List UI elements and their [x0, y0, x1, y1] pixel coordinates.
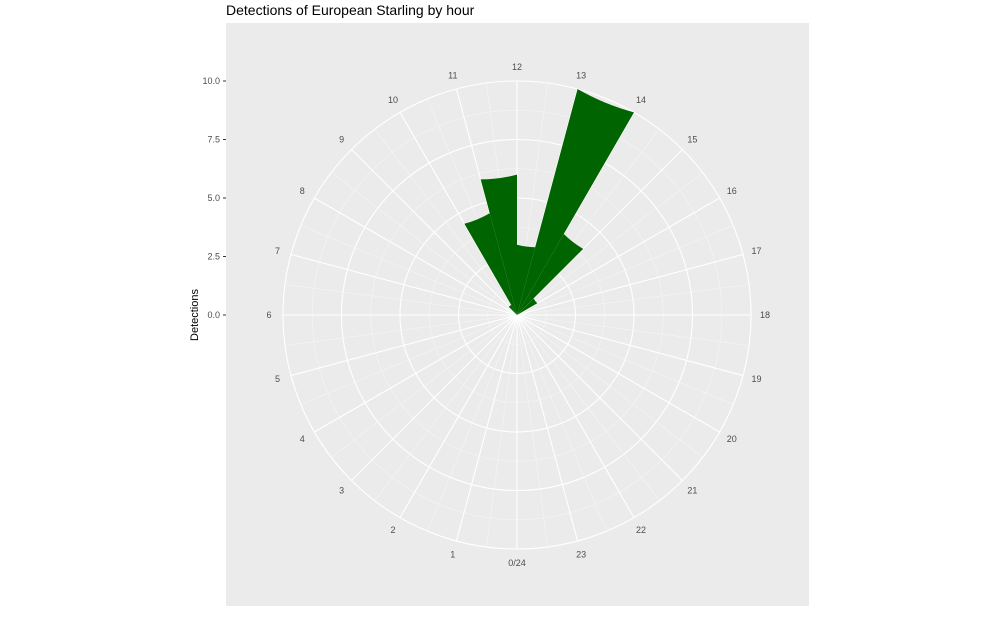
- major-grid-spoke: [516, 197, 720, 316]
- hour-label: 20: [727, 434, 737, 444]
- minor-grid-spoke: [300, 314, 518, 405]
- y-tick-label: 2.5: [207, 252, 220, 262]
- bar-hour-14: [517, 233, 584, 315]
- bar-hour-11: [480, 174, 517, 315]
- hour-label: 13: [576, 70, 586, 80]
- minor-grid-spoke: [516, 314, 660, 501]
- hour-label: 12: [512, 62, 522, 72]
- bar-hour-15: [517, 298, 538, 315]
- major-grid-spoke: [516, 314, 720, 433]
- hour-label: 19: [752, 374, 762, 384]
- y-tick-label: 0.0: [207, 310, 220, 320]
- bar-hour-12: [517, 244, 536, 315]
- hour-label: 5: [275, 374, 280, 384]
- y-tick-label: 7.5: [207, 135, 220, 145]
- hour-label: 21: [687, 485, 697, 495]
- minor-grid-spoke: [374, 129, 518, 316]
- minor-grid-spoke: [331, 172, 518, 316]
- hour-label: 11: [448, 70, 457, 80]
- chart-title: Detections of European Starling by hour: [226, 2, 475, 18]
- hour-label: 7: [275, 246, 280, 256]
- minor-grid-spoke: [516, 314, 734, 405]
- minor-grid-spoke: [516, 172, 703, 316]
- hour-label: 3: [339, 485, 344, 495]
- hour-label: 14: [636, 95, 646, 105]
- bar-layer: [464, 88, 634, 315]
- minor-grid-spoke: [486, 314, 518, 548]
- hour-label: 4: [300, 434, 305, 444]
- hour-label: 0/24: [508, 558, 526, 568]
- minor-grid-spoke: [516, 314, 607, 532]
- major-grid-spoke: [399, 314, 518, 518]
- minor-grid-spoke: [516, 314, 750, 346]
- minor-grid-spoke: [516, 284, 750, 316]
- major-grid-spoke: [516, 314, 683, 481]
- y-tick-label: 10.0: [202, 76, 220, 86]
- hour-label: 23: [576, 550, 586, 560]
- bar-hour-10: [464, 213, 517, 315]
- minor-grid-spoke: [516, 225, 734, 316]
- major-grid-spoke: [516, 314, 635, 518]
- hour-label: 10: [388, 95, 398, 105]
- bar-hour-13: [517, 88, 634, 315]
- major-grid-spoke: [516, 314, 579, 542]
- hour-label: 17: [752, 246, 762, 256]
- major-grid-spoke: [455, 314, 518, 542]
- minor-grid-spoke: [516, 314, 703, 458]
- hour-label: 18: [760, 310, 770, 320]
- minor-grid-spoke: [516, 314, 548, 548]
- major-grid-spoke: [516, 314, 744, 377]
- major-grid-spoke: [516, 149, 683, 316]
- hour-label: 1: [450, 550, 455, 560]
- hour-label: 15: [687, 135, 697, 145]
- minor-grid-spoke: [374, 314, 518, 501]
- major-grid-spoke: [351, 149, 518, 316]
- minor-grid-spoke: [300, 225, 518, 316]
- minor-grid-spoke: [284, 314, 518, 346]
- y-tick-label: 5.0: [207, 193, 220, 203]
- bar-hour-9: [508, 304, 517, 315]
- grid-layer: [282, 80, 752, 550]
- minor-grid-spoke: [427, 314, 518, 532]
- hour-label: 16: [727, 186, 737, 196]
- hour-label: 9: [339, 135, 344, 145]
- major-grid-spoke: [290, 314, 518, 377]
- major-grid-spoke: [399, 112, 518, 316]
- minor-grid-spoke: [331, 314, 518, 458]
- y-axis-title: Detections: [189, 289, 201, 341]
- y-axis: 0.0 2.5 5.0 7.5 10.0: [202, 76, 226, 320]
- major-grid-spoke: [351, 314, 518, 481]
- major-grid-spoke: [314, 197, 518, 316]
- minor-grid-spoke: [284, 284, 518, 316]
- hour-label: 6: [266, 310, 271, 320]
- major-grid-spoke: [290, 253, 518, 316]
- hour-label: 2: [390, 525, 395, 535]
- major-grid-spoke: [516, 253, 744, 316]
- hour-labels: 0/24123456789101112131415161718192021222…: [266, 62, 770, 568]
- hour-label: 8: [300, 186, 305, 196]
- hour-label: 22: [636, 525, 646, 535]
- major-grid-spoke: [314, 314, 518, 433]
